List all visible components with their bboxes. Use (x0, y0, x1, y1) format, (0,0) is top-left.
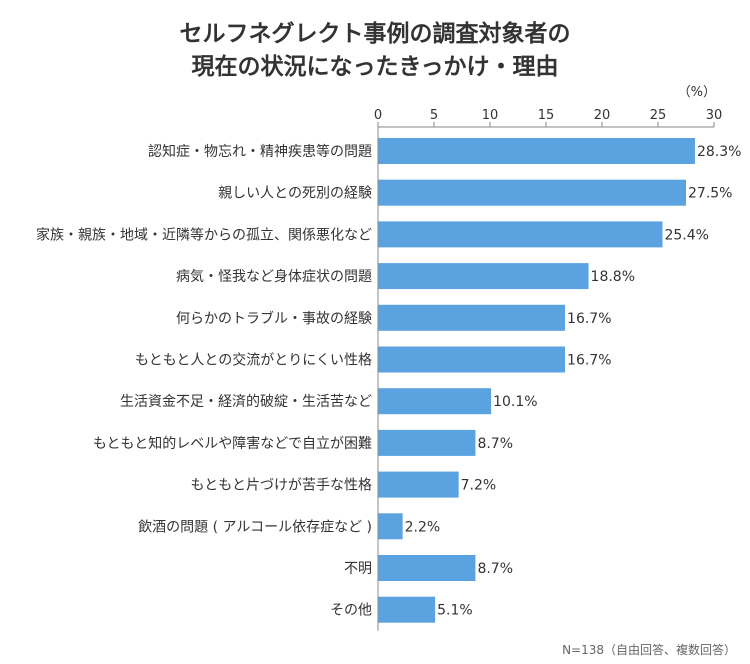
value-label: 18.8% (591, 269, 635, 285)
category-label: もともと人との交流がとりにくい性格 (135, 352, 372, 369)
bar (378, 513, 403, 540)
category-label: 認知症・物忘れ・精神疾患等の問題 (148, 143, 372, 160)
bar (378, 429, 476, 456)
bar (378, 263, 589, 290)
x-tick-label: 25 (650, 108, 667, 123)
bar (378, 596, 436, 623)
category-label: 生活資金不足・経済的破綻・生活苦など (120, 394, 372, 410)
category-label: 親しい人との死別の経験 (218, 186, 372, 202)
value-label: 8.7% (477, 436, 513, 452)
x-tick-label: 0 (374, 108, 382, 123)
x-tick-label: 20 (594, 108, 611, 123)
bar (378, 346, 566, 373)
value-label: 16.7% (567, 353, 611, 369)
value-label: 2.2% (405, 519, 441, 535)
category-label: 病気・怪我など身体症状の問題 (176, 269, 372, 285)
chart-title-line-2: 現在の状況になったきっかけ・理由 (191, 54, 559, 80)
bar (378, 471, 459, 498)
category-label: 何らかのトラブル・事故の経験 (176, 310, 372, 327)
category-label: 家族・親族・地域・近隣等からの孤立、関係悪化など (36, 226, 372, 243)
x-tick-label: 15 (538, 108, 555, 123)
bar (378, 221, 663, 248)
value-label: 8.7% (477, 561, 513, 577)
bar (378, 138, 695, 164)
x-tick-label: 5 (430, 108, 438, 123)
chart-title: セルフネグレクト事例の調査対象者の 現在の状況になったきっかけ・理由 (0, 18, 750, 84)
value-label: 5.1% (437, 603, 473, 619)
value-label: 16.7% (567, 311, 611, 327)
chart-title-line-1: セルフネグレクト事例の調査対象者の (179, 21, 571, 47)
value-label: 27.5% (688, 186, 732, 202)
bar (378, 555, 476, 581)
value-label: 25.4% (664, 227, 708, 243)
category-label: もともと知的レベルや障害などで自立が困難 (93, 435, 372, 452)
value-label: 10.1% (493, 394, 537, 410)
value-label: 7.2% (461, 478, 497, 494)
category-label: 飲酒の問題 ( アルコール依存症など ) (138, 519, 372, 535)
x-tick-label: 30 (706, 108, 723, 123)
sample-note: N=138（自由回答、複数回答） (562, 643, 736, 657)
value-label: 28.3% (697, 144, 741, 160)
unit-label: （%） (678, 85, 716, 100)
category-label: 不明 (344, 561, 372, 577)
category-label: もともと片づけが苦手な性格 (191, 478, 372, 494)
bar (378, 304, 566, 331)
category-label: その他 (330, 603, 372, 619)
bar (378, 388, 492, 415)
bar (378, 179, 686, 206)
x-tick-label: 10 (482, 108, 499, 123)
